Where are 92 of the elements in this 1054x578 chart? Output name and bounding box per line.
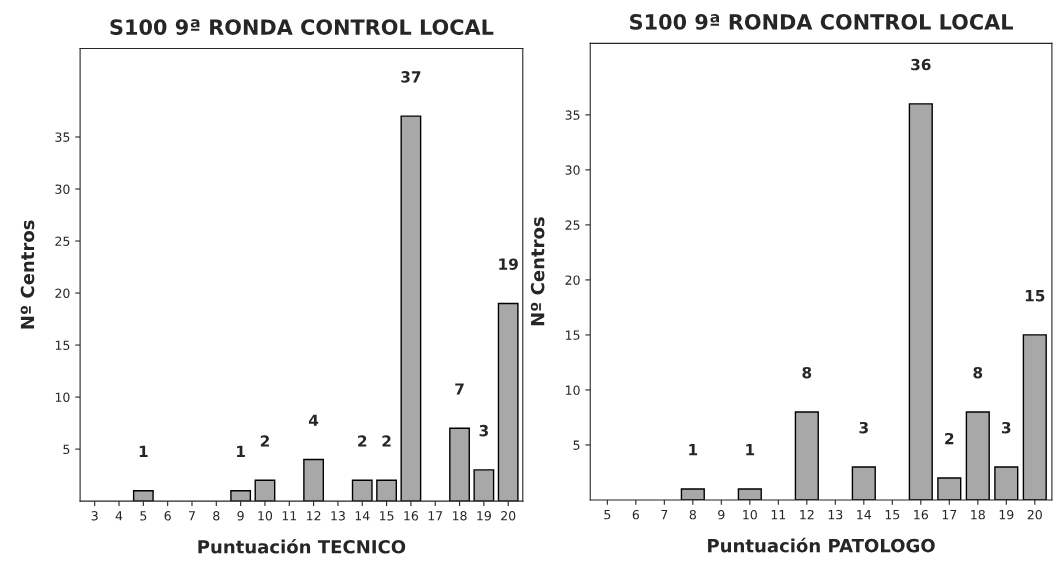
bar	[994, 466, 1019, 500]
x-tick-label: 6	[632, 509, 640, 520]
x-tick-label: 10	[258, 511, 273, 521]
bar	[132, 490, 154, 502]
x-tick-label: 17	[428, 511, 443, 521]
x-tick-label: 11	[282, 511, 297, 521]
x-tick-label: 11	[771, 510, 786, 520]
data-label: 3	[479, 424, 488, 437]
x-tick-label: 9	[718, 509, 725, 520]
bar	[851, 466, 876, 500]
y-tick-label: 30	[55, 184, 70, 194]
bar	[680, 488, 705, 500]
data-label: 7	[455, 383, 464, 395]
bar	[1022, 334, 1047, 500]
bar	[376, 479, 397, 502]
x-tick-label: 18	[971, 509, 985, 520]
x-tick-label: 19	[999, 509, 1014, 520]
x-tick-label: 12	[307, 511, 321, 521]
x-tick-label: 5	[140, 511, 147, 521]
chart-title: S100 9ª RONDA CONTROL LOCAL	[630, 14, 1013, 30]
x-tick-label: 16	[914, 509, 928, 520]
bar	[497, 302, 519, 502]
data-label: 2	[382, 435, 391, 447]
data-label: 3	[1002, 421, 1011, 434]
x-tick-label: 7	[189, 511, 195, 521]
y-tick-label: 10	[565, 385, 580, 395]
y-axis-title: Nº Centros	[530, 217, 545, 326]
x-tick-label: 8	[689, 509, 696, 520]
bar	[351, 479, 373, 502]
x-axis-title: Puntuación TECNICO	[198, 538, 406, 554]
bar	[965, 411, 990, 500]
bar	[254, 479, 276, 502]
y-tick-label: 35	[565, 110, 580, 120]
x-tick-label: 20	[1027, 509, 1042, 520]
y-tick-label: 15	[565, 330, 580, 340]
chart-title: S100 9ª RONDA CONTROL LOCAL	[110, 19, 494, 35]
x-tick-label: 8	[213, 511, 220, 521]
bar	[230, 490, 252, 502]
x-tick-label: 13	[828, 509, 843, 520]
x-tick-label: 4	[115, 511, 123, 521]
data-label: 3	[859, 421, 868, 434]
bar	[473, 469, 495, 502]
y-tick-label: 25	[565, 220, 580, 230]
x-tick-label: 14	[355, 511, 370, 521]
x-tick-label: 20	[501, 511, 516, 521]
data-label: 36	[911, 58, 931, 71]
y-tick-label: 5	[63, 444, 70, 455]
x-tick-label: 15	[885, 510, 900, 520]
data-label: 2	[260, 435, 269, 447]
x-tick-label: 17	[942, 510, 957, 520]
x-tick-label: 3	[91, 511, 98, 521]
x-tick-label: 5	[604, 510, 611, 520]
x-tick-label: 12	[800, 509, 814, 520]
x-tick-label: 6	[164, 511, 171, 521]
bar	[449, 427, 470, 502]
x-axis-title: Puntuación PATOLOGO	[708, 537, 935, 553]
y-axis-title: Nº Centros	[20, 220, 35, 329]
x-tick-label: 19	[477, 511, 491, 521]
data-label: 37	[401, 71, 421, 83]
bar	[400, 115, 422, 502]
data-label: 2	[358, 435, 367, 447]
data-label: 2	[945, 432, 954, 445]
y-tick-label: 5	[573, 440, 580, 450]
data-label: 1	[746, 444, 755, 456]
x-tick-label: 9	[237, 511, 244, 521]
data-label: 1	[237, 445, 245, 457]
y-tick-label: 20	[55, 288, 70, 298]
bar	[303, 458, 325, 502]
data-label: 4	[308, 414, 319, 426]
data-label: 8	[973, 366, 983, 379]
x-tick-label: 13	[331, 511, 345, 521]
y-tick-label: 20	[565, 275, 580, 285]
y-tick-label: 15	[55, 340, 70, 350]
bar	[908, 103, 933, 500]
y-tick-label: 10	[55, 392, 70, 403]
x-tick-label: 14	[857, 510, 872, 520]
bar	[737, 488, 762, 500]
bar	[794, 411, 819, 500]
x-tick-label: 18	[452, 511, 467, 521]
x-tick-label: 15	[379, 511, 394, 521]
bar	[937, 477, 962, 500]
y-tick-label: 25	[55, 236, 70, 246]
x-tick-label: 16	[404, 511, 419, 521]
y-tick-label: 30	[565, 165, 580, 175]
data-label: 8	[802, 366, 812, 379]
data-label: 15	[1025, 290, 1045, 302]
x-tick-label: 7	[661, 510, 668, 520]
data-label: 1	[689, 444, 698, 456]
y-tick-label: 35	[55, 132, 70, 142]
data-label: 1	[139, 445, 148, 457]
x-tick-label: 10	[743, 509, 757, 520]
data-label: 19	[499, 258, 518, 270]
